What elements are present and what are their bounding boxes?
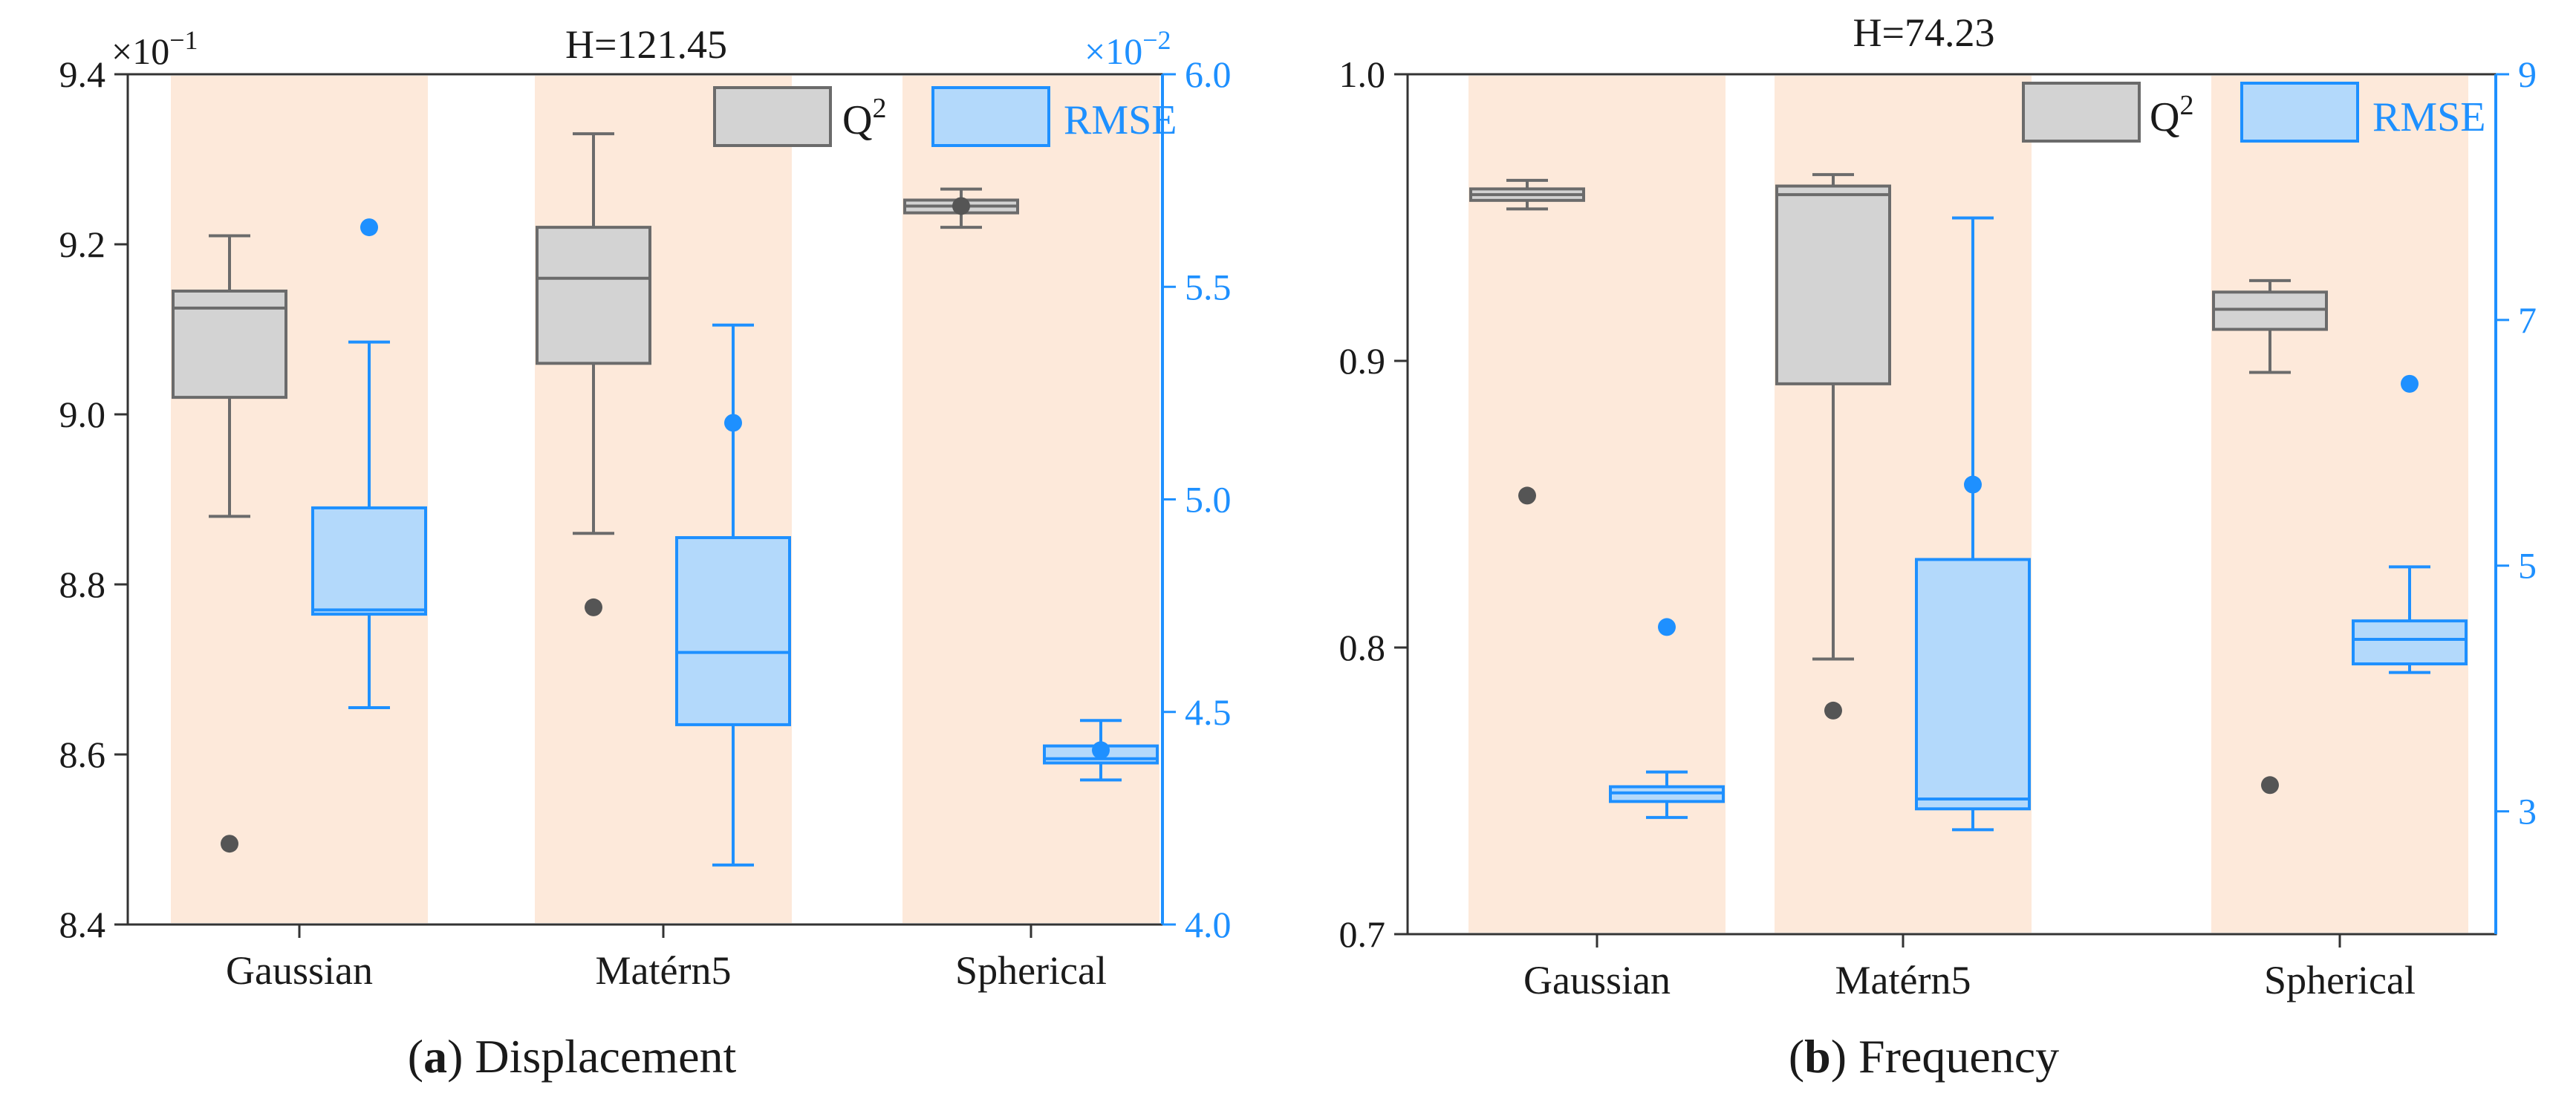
box-rmse-2 — [1043, 719, 1159, 782]
panel-caption: (a) Displacement — [408, 1030, 737, 1083]
box-marks — [1469, 173, 2468, 832]
left-axis-ticks: 0.7 0.8 0.9 1.0 — [1339, 53, 1408, 955]
left-tick-label: 0.7 — [1339, 913, 1386, 955]
legend-label-q2: Q2 — [842, 93, 886, 143]
category-band-0 — [1468, 76, 1726, 933]
box-body — [311, 506, 427, 616]
outlier-point — [1824, 701, 1842, 720]
outlier-point — [2261, 776, 2279, 795]
outlier-point — [585, 598, 602, 616]
outlier-point — [221, 835, 238, 853]
category-label: Gaussian — [226, 948, 373, 993]
left-axis-ticks: 8.4 8.6 8.8 9.0 9.2 9.4 — [59, 53, 128, 945]
right-tick-label: 5 — [2518, 545, 2537, 587]
outlier-point — [2401, 374, 2419, 393]
right-axis-ticks: 3 5 7 9 — [2494, 53, 2537, 934]
category-label: Gaussian — [1523, 958, 1671, 1002]
left-tick-label: 8.6 — [59, 734, 106, 775]
category-label: Spherical — [2264, 958, 2416, 1002]
box-rmse-1 — [1915, 216, 2031, 832]
category-labels: Gaussian Matérn5 Spherical — [1523, 934, 2416, 1002]
panel-displacement: 8.4 8.6 8.8 9.0 9.2 9.4 4.0 4.5 5.0 5.5 6.0 Gauss… — [59, 22, 1232, 1083]
box-rmse-1 — [675, 323, 791, 867]
panel-frequency: 0.7 0.8 0.9 1.0 3 5 7 9 Gaussian Matérn5 Spheric… — [1339, 10, 2537, 1083]
box-rmse-0 — [311, 218, 427, 710]
legend-swatch-q2 — [2022, 82, 2141, 143]
right-tick-label: 6.0 — [1185, 53, 1232, 95]
legend-label-q2: Q2 — [2150, 90, 2193, 140]
category-label: Matérn5 — [596, 948, 732, 993]
outlier-point — [952, 197, 970, 215]
category-label: Matérn5 — [1835, 958, 1971, 1002]
category-label: Spherical — [955, 948, 1107, 993]
right-tick-label: 4.5 — [1185, 691, 1232, 733]
right-axis-ticks: 4.0 4.5 5.0 5.5 6.0 — [1161, 53, 1232, 945]
legend-label-rmse: RMSE — [2372, 94, 2486, 140]
outlier-point — [1964, 475, 1982, 494]
box-rmse-0 — [1609, 618, 1725, 819]
category-band-2 — [2211, 76, 2468, 933]
right-tick-label: 5.5 — [1185, 266, 1232, 307]
left-tick-label: 9.0 — [59, 394, 106, 435]
right-axis-multiplier: ×10−2 — [1084, 25, 1171, 72]
right-tick-label: 5.0 — [1185, 479, 1232, 521]
left-tick-label: 0.9 — [1339, 340, 1386, 382]
left-tick-label: 8.8 — [59, 564, 106, 605]
right-tick-label: 7 — [2518, 299, 2537, 341]
left-tick-label: 9.2 — [59, 224, 106, 265]
right-tick-label: 9 — [2518, 53, 2537, 95]
category-labels: Gaussian Matérn5 Spherical — [226, 924, 1107, 993]
box-q2-1 — [1775, 173, 1891, 720]
category-band-0 — [171, 76, 428, 923]
left-axis-multiplier: ×10−1 — [111, 25, 198, 72]
outlier-point — [1518, 486, 1536, 505]
box-q2-0 — [172, 234, 287, 853]
category-band-2 — [902, 76, 1159, 923]
legend: Q2 RMSE — [2022, 82, 2486, 143]
right-tick-label: 3 — [2518, 791, 2537, 832]
left-tick-label: 8.4 — [59, 904, 106, 945]
chart-title: H=121.45 — [565, 22, 727, 67]
box-rmse-2 — [2352, 374, 2468, 674]
category-band-1 — [535, 76, 792, 923]
legend-swatch-rmse — [2240, 82, 2359, 143]
box-body — [1775, 184, 1891, 385]
legend-swatch-q2 — [713, 86, 832, 147]
box-body — [1915, 558, 2031, 811]
box-body — [675, 536, 791, 726]
box-q2-2 — [2212, 278, 2328, 795]
outlier-point — [360, 218, 378, 237]
left-tick-label: 0.8 — [1339, 627, 1386, 668]
legend: Q2 RMSE — [713, 86, 1177, 147]
outlier-point — [1658, 618, 1676, 636]
left-tick-label: 9.4 — [59, 53, 106, 95]
outlier-point — [724, 414, 742, 432]
box-body — [536, 226, 651, 365]
box-q2-0 — [1469, 178, 1585, 505]
box-q2-1 — [536, 132, 651, 616]
legend-swatch-rmse — [931, 86, 1050, 147]
legend-label-rmse: RMSE — [1064, 97, 1177, 143]
right-tick-label: 4.0 — [1185, 904, 1232, 945]
panel-caption: (b) Frequency — [1789, 1030, 2059, 1083]
outlier-point — [1092, 741, 1110, 760]
category-bands — [171, 76, 1159, 923]
chart-title: H=74.23 — [1853, 10, 1995, 55]
left-tick-label: 1.0 — [1339, 53, 1386, 95]
box-q2-2 — [903, 187, 1019, 229]
box-marks — [172, 132, 1159, 867]
box-body — [2352, 619, 2468, 666]
